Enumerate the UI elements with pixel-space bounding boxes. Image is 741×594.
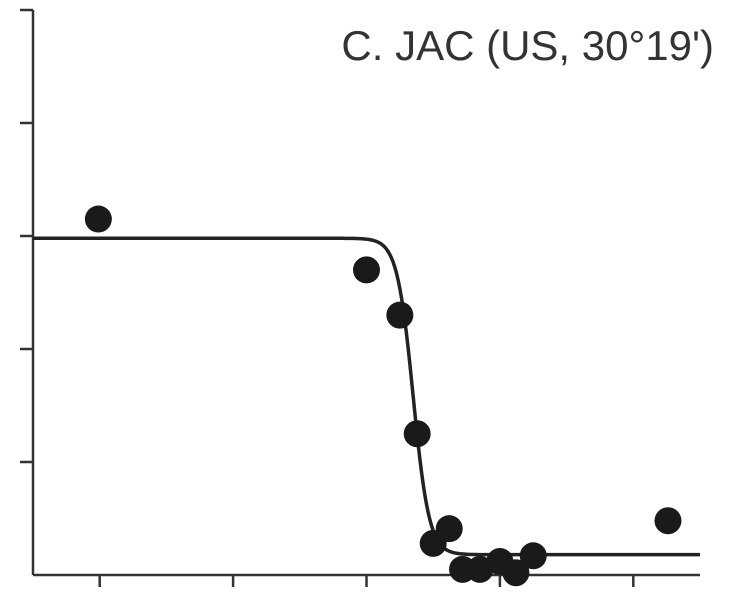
data-point — [502, 559, 530, 587]
data-point — [353, 256, 380, 284]
data-point — [84, 205, 112, 233]
fit-curve-layer — [33, 236, 700, 557]
fit-curve — [33, 236, 700, 557]
data-point — [435, 515, 463, 543]
data-point — [403, 420, 431, 448]
data-points — [84, 205, 682, 587]
data-point — [386, 301, 414, 329]
axes — [20, 8, 700, 587]
chart-title: C. JAC (US, 30°19') — [341, 22, 714, 69]
data-point — [519, 542, 547, 570]
data-point — [654, 507, 682, 535]
